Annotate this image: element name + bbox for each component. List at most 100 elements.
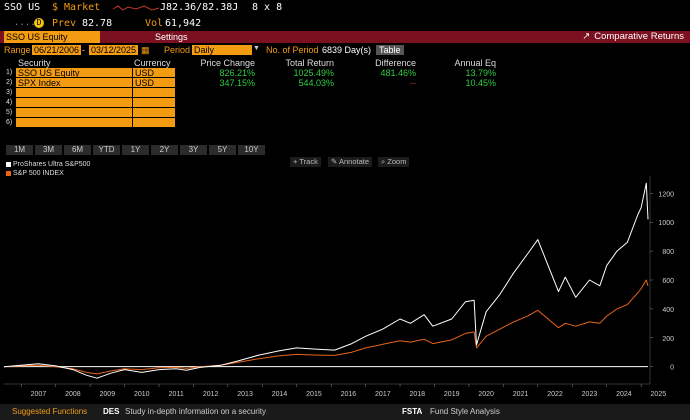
series-line-sso (3, 182, 649, 379)
table-row[interactable]: 4) (0, 98, 520, 108)
currency-input-box[interactable] (133, 98, 175, 107)
security-input-box[interactable] (16, 98, 132, 107)
vol-value: 61,942 (165, 18, 202, 29)
cell-security: SSO US Equity (18, 68, 80, 78)
bid-ask-size: 8 x 8 (252, 2, 283, 13)
period-button-1y[interactable]: 1Y (122, 145, 149, 155)
start-date-input[interactable]: 06/21/2006 (32, 45, 82, 55)
period-button-3m[interactable]: 3M (35, 145, 62, 155)
comparative-returns-label: Comparative Returns (594, 31, 684, 42)
table-row[interactable]: 1) SSO US Equity USD 826.21% 1025.49% 481.46%… (0, 68, 520, 78)
series-line-spx (3, 279, 649, 375)
security-input-box[interactable] (16, 88, 132, 97)
period-button-10y[interactable]: 10Y (238, 145, 265, 155)
period-label: Period (164, 45, 191, 55)
track-tool[interactable]: + Track (290, 157, 321, 167)
quote-header: SSO US $ Market J82.36/82.38J 8 x 8 (0, 0, 690, 17)
security-input-box[interactable] (16, 78, 132, 87)
num-period-label: No. of Period (266, 45, 319, 55)
col-header-currency: Currency (134, 58, 171, 68)
period-button-ytd[interactable]: YTD (93, 145, 120, 155)
calendar-icon[interactable]: ▦ (141, 45, 150, 55)
period-button-5y[interactable]: 5Y (209, 145, 236, 155)
period-button-2y[interactable]: 2Y (151, 145, 178, 155)
row-number: 3) (6, 89, 13, 96)
currency-input-box[interactable] (133, 108, 175, 117)
x-tick-label: 2019 (444, 391, 460, 398)
settings-tab[interactable]: Settings (155, 32, 188, 42)
range-label: Range (4, 45, 31, 55)
currency-input-box[interactable] (133, 68, 175, 77)
period-button-3y[interactable]: 3Y (180, 145, 207, 155)
fsta-function-text[interactable]: Fund Style Analysis (430, 407, 500, 416)
zoom-icon: ⌕ (381, 157, 386, 166)
security-input-box[interactable] (16, 68, 132, 77)
annotate-label: Annotate (338, 157, 369, 166)
x-tick-label: 2022 (547, 391, 563, 398)
security-input-box[interactable] (16, 108, 132, 117)
cell-difference: -- (410, 78, 416, 88)
returns-chart[interactable]: 0 200 400 600 800 1000 1200 2007 2008 2009 2010 201… (0, 168, 690, 404)
legend-label: S&P 500 INDEX (13, 170, 64, 177)
exchange-tag: D (34, 18, 44, 28)
y-tick-label: 1200 (658, 191, 674, 198)
cell-annual-eq (436, 108, 496, 118)
period-button-6m[interactable]: 6M (64, 145, 91, 155)
legend-item-sso[interactable]: ProShares Ultra S&P500 (6, 161, 90, 169)
cell-total-return: 544.03% (298, 78, 334, 88)
y-tick-label: 600 (662, 278, 674, 285)
annotate-tool[interactable]: ✎ Annotate (328, 157, 372, 167)
period-button-1m[interactable]: 1M (6, 145, 33, 155)
squiggle-icon (112, 5, 160, 11)
table-row[interactable]: 6) (0, 118, 520, 128)
price-range: J82.36/82.38J (160, 2, 239, 13)
currency-input-box[interactable] (133, 88, 175, 97)
security-input-box[interactable] (16, 118, 132, 127)
fsta-function-code[interactable]: FSTA (402, 407, 423, 416)
row-number: 1) (6, 69, 13, 76)
num-period-value: 6839 Day(s) (322, 45, 372, 55)
prev-label: Prev (52, 18, 77, 29)
vol-label: Vol (145, 18, 164, 29)
des-function-text[interactable]: Study in-depth information on a security (125, 407, 266, 416)
security-input[interactable]: SSO US Equity (4, 31, 100, 43)
y-tick-label: 200 (662, 336, 674, 343)
period-select[interactable]: Daily (192, 45, 252, 55)
table-row[interactable]: 2) SPX Index USD 347.15% 544.03% -- 10.45% (0, 78, 520, 88)
row-number: 4) (6, 99, 13, 106)
comparative-returns-title: ↗ Comparative Returns (582, 31, 684, 43)
currency-input-box[interactable] (133, 78, 175, 87)
currency-input-box[interactable] (133, 118, 175, 127)
legend-label: ProShares Ultra S&P500 (13, 161, 91, 168)
cell-total-return (272, 88, 334, 98)
table-row[interactable]: 3) (0, 88, 520, 98)
cell-price-change (195, 108, 255, 118)
x-tick-label: 2016 (341, 391, 357, 398)
crosshair-icon: + (293, 157, 298, 166)
end-date-input[interactable]: 03/12/2025 (89, 45, 139, 55)
des-function-code[interactable]: DES (103, 407, 120, 416)
cell-currency: USD (135, 68, 155, 78)
col-header-difference: Difference (375, 58, 416, 68)
x-tick-label: 2017 (375, 391, 391, 398)
x-tick-label: 2025 (651, 391, 667, 398)
pencil-icon: ✎ (331, 157, 338, 166)
prev-value: 82.78 (82, 18, 113, 29)
y-tick-label: 400 (662, 307, 674, 314)
x-tick-label: 2012 (203, 391, 219, 398)
cell-difference (352, 108, 416, 118)
legend-swatch (6, 161, 11, 167)
cell-annual-eq (436, 118, 496, 128)
chevron-down-icon[interactable]: ▼ (253, 45, 260, 52)
market-label: $ Market (52, 2, 101, 13)
suggested-functions[interactable]: Suggested Functions (12, 407, 88, 416)
cell-difference (352, 118, 416, 128)
table-row[interactable]: 5) (0, 108, 520, 118)
x-tick-label: 2010 (134, 391, 150, 398)
legend-item-spx[interactable]: S&P 500 INDEX (6, 170, 64, 178)
table-button[interactable]: Table (376, 45, 404, 55)
x-tick-label: 2021 (513, 391, 529, 398)
zoom-tool[interactable]: ⌕ Zoom (378, 157, 410, 167)
x-tick-label: 2015 (306, 391, 322, 398)
export-icon[interactable]: ↗ (582, 31, 591, 42)
